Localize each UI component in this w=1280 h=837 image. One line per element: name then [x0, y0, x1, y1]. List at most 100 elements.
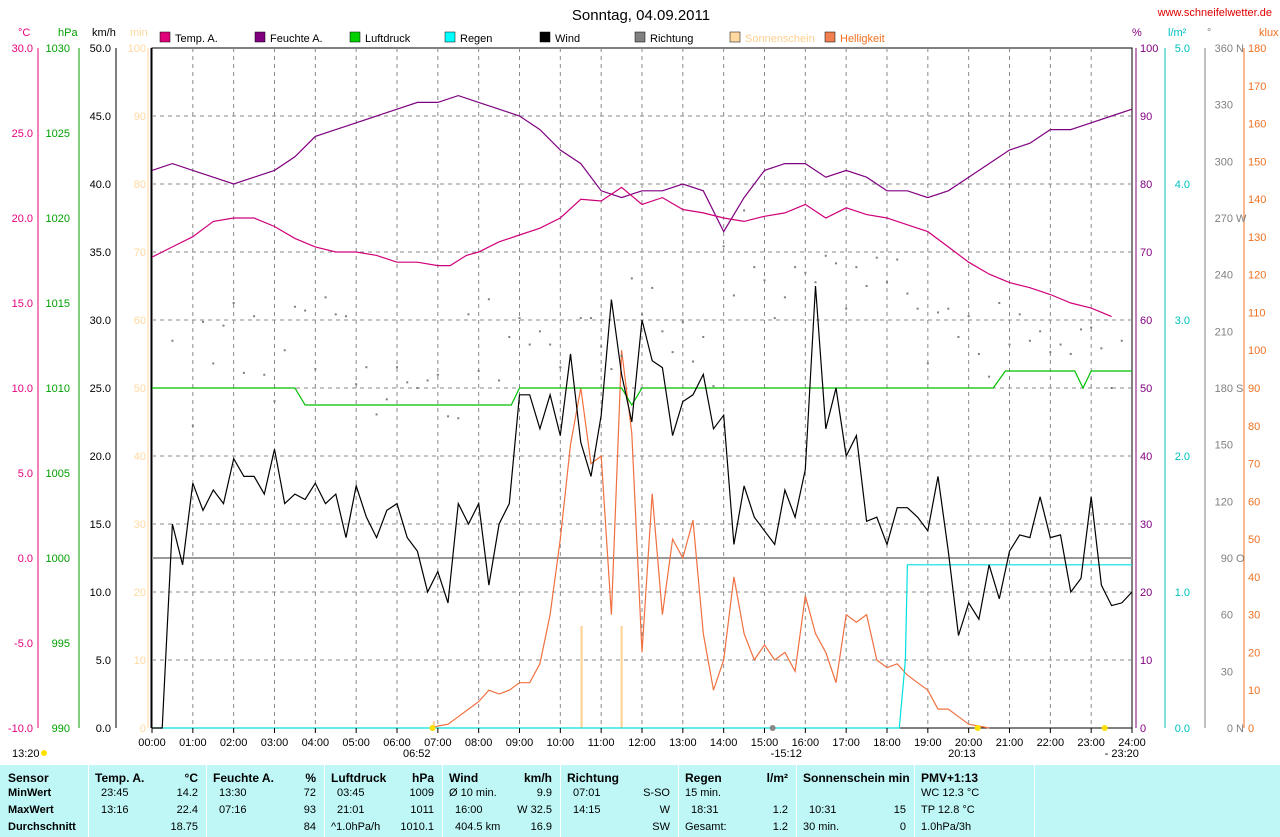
marker-label: - 23:20 — [1105, 748, 1139, 760]
legend-swatch — [159, 31, 171, 43]
temp-column: Temp. A. °C 23:45 14.2 13:16 22.4 18.75 — [88, 765, 206, 837]
brightness-axis-tick: 140 — [1248, 194, 1266, 206]
series-richtung-point — [1018, 313, 1021, 316]
sunshine-axis-tick: 100 — [128, 43, 146, 55]
table-filler — [1034, 765, 1280, 837]
direction-axis-tick: 210 — [1215, 326, 1233, 338]
wind-min: Ø 10 min. 9.9 — [449, 787, 552, 799]
x-tick-label: 19:00 — [914, 737, 942, 749]
series-richtung-point — [957, 336, 960, 338]
brightness-axis-tick: 50 — [1248, 534, 1260, 546]
sun-header: Sonnenschein min — [803, 771, 910, 785]
series-richtung-point — [937, 311, 940, 314]
direction-axis-tick: 300 — [1215, 156, 1233, 168]
compass-tick: N — [1236, 43, 1244, 55]
wind-axis-tick: 45.0 — [90, 111, 111, 123]
press-min: 03:45 1009 — [337, 787, 434, 799]
series-richtung-point — [242, 371, 245, 374]
series-richtung-point — [253, 315, 256, 318]
series-richtung-point — [1069, 353, 1072, 355]
series-wind-line — [152, 285, 1133, 729]
series-richtung-point — [191, 424, 194, 427]
x-tick-label: 24:00 — [1118, 737, 1146, 749]
sunshine-axis-tick: 80 — [134, 179, 146, 191]
series-richtung-point — [641, 313, 643, 316]
marker-label: -15:12 — [771, 748, 802, 760]
pressure-axis-tick: 1015 — [46, 298, 70, 310]
humidity-axis-tick: 90 — [1140, 111, 1152, 123]
rain-axis-tick: 5.0 — [1175, 43, 1190, 55]
humidity-axis-tick: 10 — [1140, 655, 1152, 667]
rain-max: 18:31 1.2 — [691, 804, 788, 816]
series-richtung-point — [855, 266, 858, 269]
humidity-axis-tick: 40 — [1140, 451, 1152, 463]
temp-axis-tick: 30.0 — [12, 43, 33, 55]
dir-header: Richtung — [567, 771, 619, 785]
axis-unit-hum: % — [1132, 27, 1142, 39]
series-richtung-point — [487, 298, 490, 301]
x-tick-label: 12:00 — [628, 737, 656, 749]
sun-column: Sonnenschein min 10:31 15 30 min. 0 — [796, 765, 914, 837]
humidity-axis-tick: 20 — [1140, 587, 1152, 599]
sunshine-axis-tick: 20 — [134, 587, 146, 599]
sunshine-axis-tick: 30 — [134, 519, 146, 531]
series-richtung-point — [579, 317, 582, 320]
series-richtung-point — [293, 305, 296, 308]
brightness-axis-tick: 80 — [1248, 421, 1260, 433]
humidity-axis-tick: 100 — [1140, 43, 1158, 55]
series-richtung-point — [467, 313, 470, 316]
pmv-header: PMV+1:13 — [921, 771, 979, 785]
axis-unit-wind: km/h — [92, 27, 116, 39]
rain-axis-tick: 0.0 — [1175, 723, 1190, 735]
x-tick-label: 15:00 — [751, 737, 779, 749]
temp-axis-tick: 15.0 — [12, 298, 33, 310]
brightness-axis-tick: 120 — [1248, 270, 1266, 282]
series-richtung-point — [998, 302, 1001, 304]
series-richtung-point — [559, 366, 562, 369]
wind-axis-tick: 35.0 — [90, 247, 111, 259]
wind-axis-tick: 0.0 — [96, 723, 111, 735]
series-luftdruck-line — [152, 370, 1132, 407]
press-column: Luftdruck hPa 03:45 1009 21:01 1011 ^1.0hPa… — [324, 765, 442, 837]
x-tick-label: 14:00 — [710, 737, 738, 749]
series-helligkeit-line — [432, 350, 990, 729]
x-tick-label: 23:00 — [1077, 737, 1105, 749]
hum-max: 07:16 93 — [219, 804, 316, 816]
x-tick-label: 16:00 — [792, 737, 820, 749]
legend-label: Richtung — [650, 33, 693, 45]
series-richtung-point — [988, 375, 991, 378]
press-header: Luftdruck hPa — [331, 771, 434, 785]
series-richtung-point — [477, 370, 480, 372]
series-richtung-point — [273, 400, 276, 403]
x-tick-label: 09:00 — [506, 737, 534, 749]
series-sonnenschein-bar — [432, 721, 435, 728]
series-richtung-point — [804, 271, 807, 274]
x-tick-label: 18:00 — [873, 737, 901, 749]
x-tick-label: 05:00 — [342, 737, 370, 749]
series-richtung-point — [232, 302, 235, 304]
series-richtung-point — [324, 296, 327, 299]
series-richtung-point — [1049, 351, 1052, 354]
temp-axis-tick: 0.0 — [18, 553, 33, 565]
pressure-axis-tick: 1005 — [46, 468, 70, 480]
series-richtung-point — [906, 292, 909, 295]
series-richtung-point — [743, 209, 746, 212]
sensor-header: Sensor — [8, 771, 49, 785]
series-richtung-point — [661, 330, 664, 333]
data-series — [151, 94, 1133, 729]
rain-axis-tick: 2.0 — [1175, 451, 1190, 463]
brightness-axis-tick: 60 — [1248, 496, 1260, 508]
sunshine-axis-tick: 40 — [134, 451, 146, 463]
pmv-column: PMV+1:13 WC 12.3 °C TP 12.8 °C 1.0hPa/3h — [914, 765, 1034, 837]
series-richtung-point — [947, 307, 950, 310]
site-url[interactable]: www.schneifelwetter.de — [1157, 7, 1272, 19]
series-richtung-point — [436, 373, 439, 376]
compass-tick: S — [1236, 383, 1243, 395]
sunshine-axis-tick: 60 — [134, 315, 146, 327]
rain-column: Regen l/m² 15 min. 18:31 1.2 Gesamt: 1.2 — [678, 765, 796, 837]
compass-tick: W — [1236, 213, 1247, 225]
legend-swatch — [349, 31, 361, 43]
series-feuchte-a-line — [151, 94, 1133, 233]
rain-axis-tick: 1.0 — [1175, 587, 1190, 599]
series-richtung-point — [396, 366, 398, 369]
